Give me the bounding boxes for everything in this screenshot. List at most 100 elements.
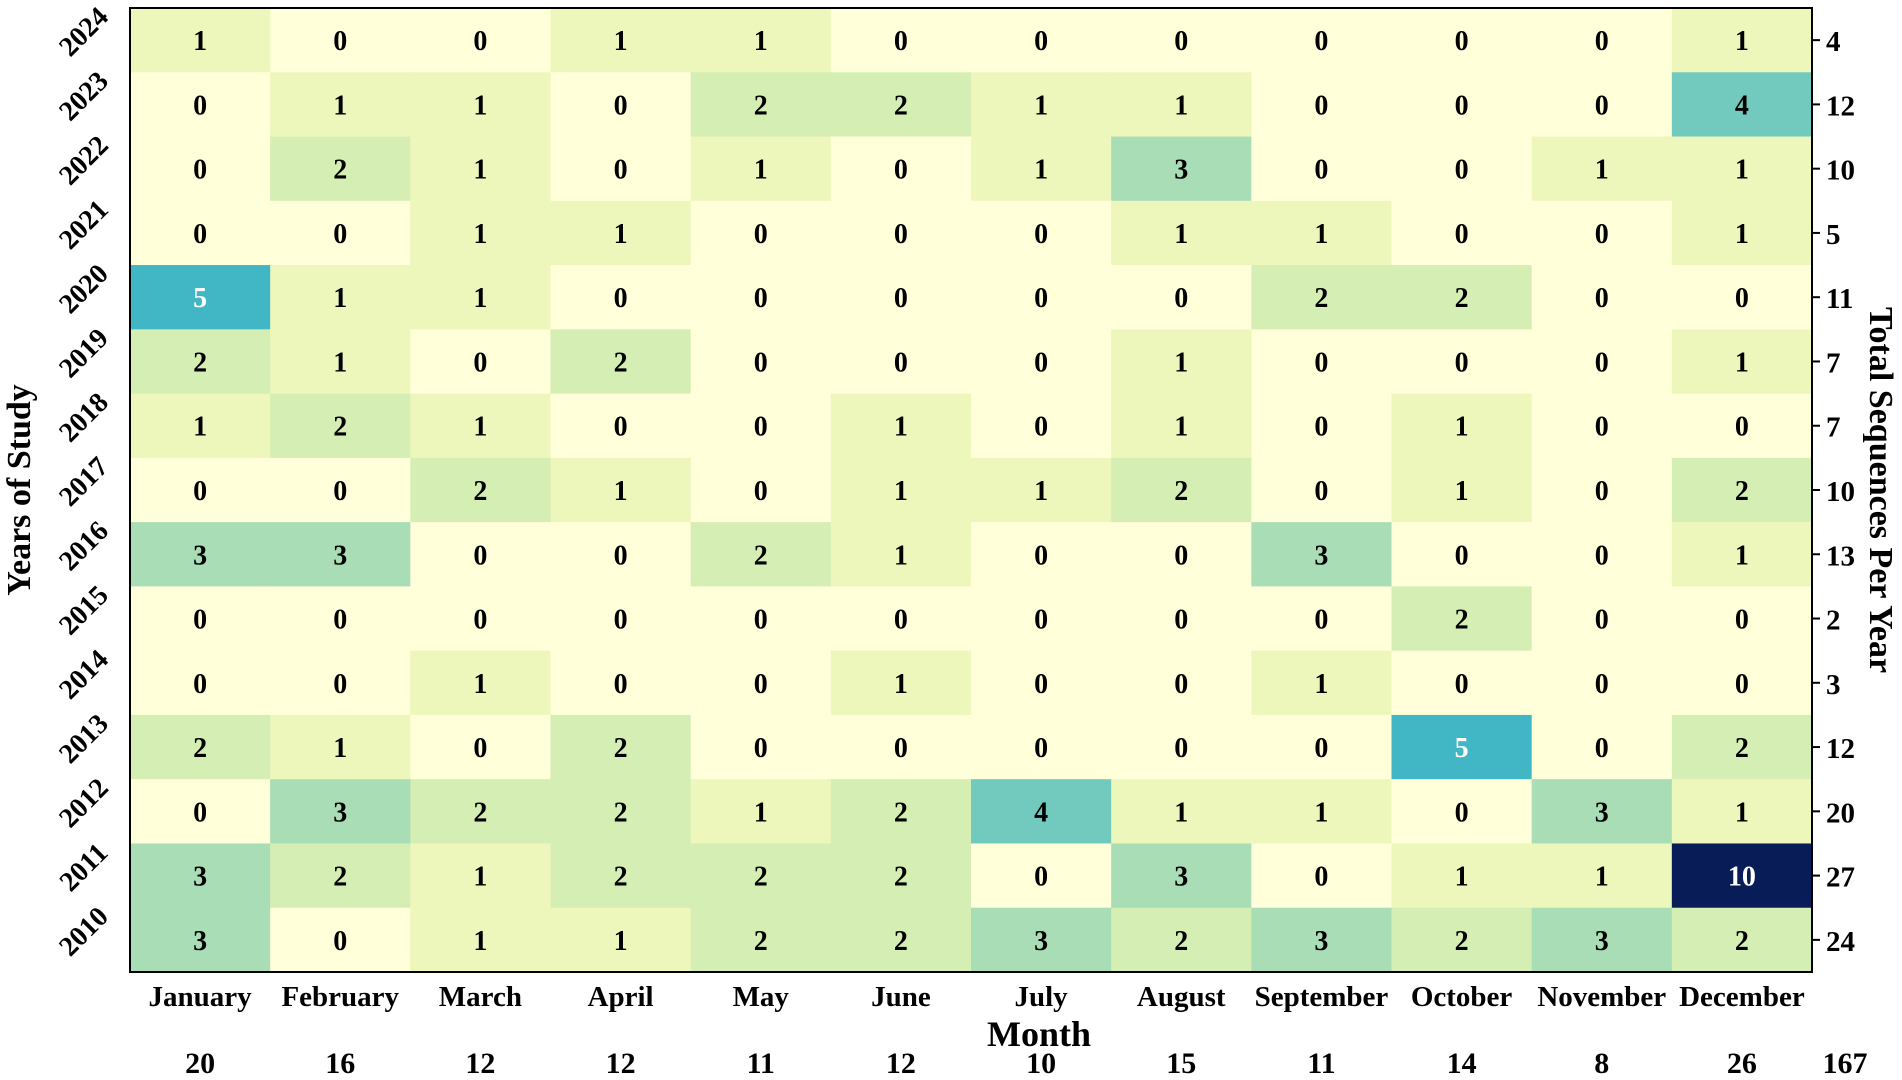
heatmap-cell — [971, 265, 1112, 330]
cell-value-label: 0 — [894, 347, 908, 378]
heatmap-cell — [1391, 200, 1533, 266]
cell-value-label: 1 — [1034, 90, 1048, 121]
cell-value-label: 0 — [473, 605, 487, 636]
column-total-label: 11 — [1307, 1047, 1335, 1080]
cell-value-label: 0 — [333, 26, 347, 57]
heatmap-cell — [270, 393, 411, 459]
heatmap-cell — [130, 136, 271, 202]
y-tick-label: 2012 — [53, 773, 115, 835]
y-tick-label: 2021 — [53, 194, 115, 256]
cell-value-label: 0 — [473, 733, 487, 764]
cell-value-label: 1 — [1174, 219, 1188, 250]
cell-value-label: 1 — [894, 412, 908, 443]
heatmap-cell — [270, 200, 411, 266]
x-axis-title: Month — [987, 1014, 1091, 1054]
cell-value-label: 0 — [754, 605, 768, 636]
row-total-label: 12 — [1826, 733, 1855, 765]
heatmap-cell — [410, 200, 551, 266]
heatmap-cell — [830, 586, 972, 652]
cell-value-label: 1 — [473, 219, 487, 250]
heatmap-cell — [1671, 8, 1813, 73]
heatmap-cell — [1531, 907, 1673, 973]
heatmap-cell — [1111, 329, 1252, 395]
cell-value-label: 0 — [1034, 669, 1048, 700]
heatmap-cell — [130, 457, 271, 523]
cell-value-label: 0 — [1034, 733, 1048, 764]
cell-value-label: 0 — [333, 476, 347, 507]
cell-value-label: 2 — [1455, 283, 1469, 314]
heatmap-cell — [550, 8, 692, 73]
cell-value-label: 1 — [1455, 412, 1469, 443]
cell-value-label: 0 — [1034, 412, 1048, 443]
cell-value-label: 10 — [1728, 862, 1756, 893]
cell-value-label: 0 — [193, 797, 207, 828]
heatmap-cell — [130, 586, 271, 652]
heatmap-cell — [270, 329, 411, 395]
x-tick-label: June — [871, 981, 931, 1013]
cell-value-label: 2 — [473, 476, 487, 507]
cell-value-label: 1 — [1174, 90, 1188, 121]
heatmap-cell — [130, 200, 271, 266]
heatmap-cell — [270, 650, 411, 716]
x-tick-label: July — [1014, 981, 1068, 1013]
heatmap-cell — [1391, 136, 1533, 202]
cell-value-label: 0 — [1314, 90, 1328, 121]
heatmap-cell — [550, 650, 692, 716]
cell-value-label: 1 — [193, 412, 207, 443]
heatmap-cell — [410, 779, 551, 844]
y-tick-label: 2017 — [53, 451, 115, 513]
cell-value-label: 0 — [193, 605, 207, 636]
heatmap-cell — [830, 907, 972, 973]
heatmap-cell — [690, 72, 832, 138]
heatmap-cell — [690, 457, 832, 523]
cell-value-label: 0 — [1595, 90, 1609, 121]
cell-value-label: 1 — [333, 347, 347, 378]
cell-value-label: 0 — [193, 90, 207, 121]
heatmap-cell — [1251, 843, 1392, 909]
heatmap-cell — [690, 907, 832, 973]
row-total-label: 27 — [1826, 862, 1855, 894]
cell-value-label: 0 — [1595, 669, 1609, 700]
heatmap-cell — [1531, 843, 1673, 909]
cell-value-label: 0 — [473, 347, 487, 378]
heatmap-cell — [1391, 586, 1533, 652]
heatmap-cell — [410, 522, 551, 587]
cell-value-label: 0 — [894, 219, 908, 250]
y-tick-label: 2019 — [53, 323, 115, 385]
cell-value-label: 0 — [1455, 669, 1469, 700]
cell-value-label: 4 — [1735, 90, 1749, 121]
cell-value-label: 1 — [1174, 412, 1188, 443]
cell-value-label: 2 — [193, 347, 207, 378]
cell-value-label: 0 — [1314, 155, 1328, 186]
cell-value-label: 1 — [1735, 26, 1749, 57]
cell-value-label: 1 — [1034, 155, 1048, 186]
cell-value-label: 2 — [1735, 926, 1749, 957]
heatmap-cell — [1671, 779, 1813, 844]
heatmap-cell — [410, 650, 551, 716]
cell-value-label: 3 — [1595, 926, 1609, 957]
heatmap-cell — [1671, 522, 1813, 587]
cell-value-label: 0 — [1034, 219, 1048, 250]
row-total-label: 13 — [1826, 540, 1855, 572]
y-tick-label: 2013 — [53, 708, 115, 770]
heatmap-cell — [690, 393, 832, 459]
cell-value-label: 0 — [1735, 412, 1749, 443]
heatmap-cells — [130, 8, 1813, 973]
column-total-label: 10 — [1026, 1047, 1056, 1080]
heatmap-cell — [1111, 200, 1252, 266]
heatmap-cell — [830, 650, 972, 716]
heatmap-cell — [550, 714, 692, 780]
cell-value-label: 2 — [614, 347, 628, 378]
cell-value-label: 1 — [473, 90, 487, 121]
heatmap-cell — [410, 457, 551, 523]
cell-value-label: 3 — [193, 862, 207, 893]
cell-value-label: 1 — [1455, 476, 1469, 507]
heatmap-cell — [1111, 457, 1252, 523]
heatmap-cell — [971, 586, 1112, 652]
x-tick-label: August — [1137, 981, 1226, 1013]
x-tick-label: January — [149, 981, 253, 1013]
column-total-label: 12 — [886, 1047, 916, 1080]
heatmap-cell — [830, 843, 972, 909]
heatmap-cell — [690, 843, 832, 909]
heatmap-cell — [270, 136, 411, 202]
